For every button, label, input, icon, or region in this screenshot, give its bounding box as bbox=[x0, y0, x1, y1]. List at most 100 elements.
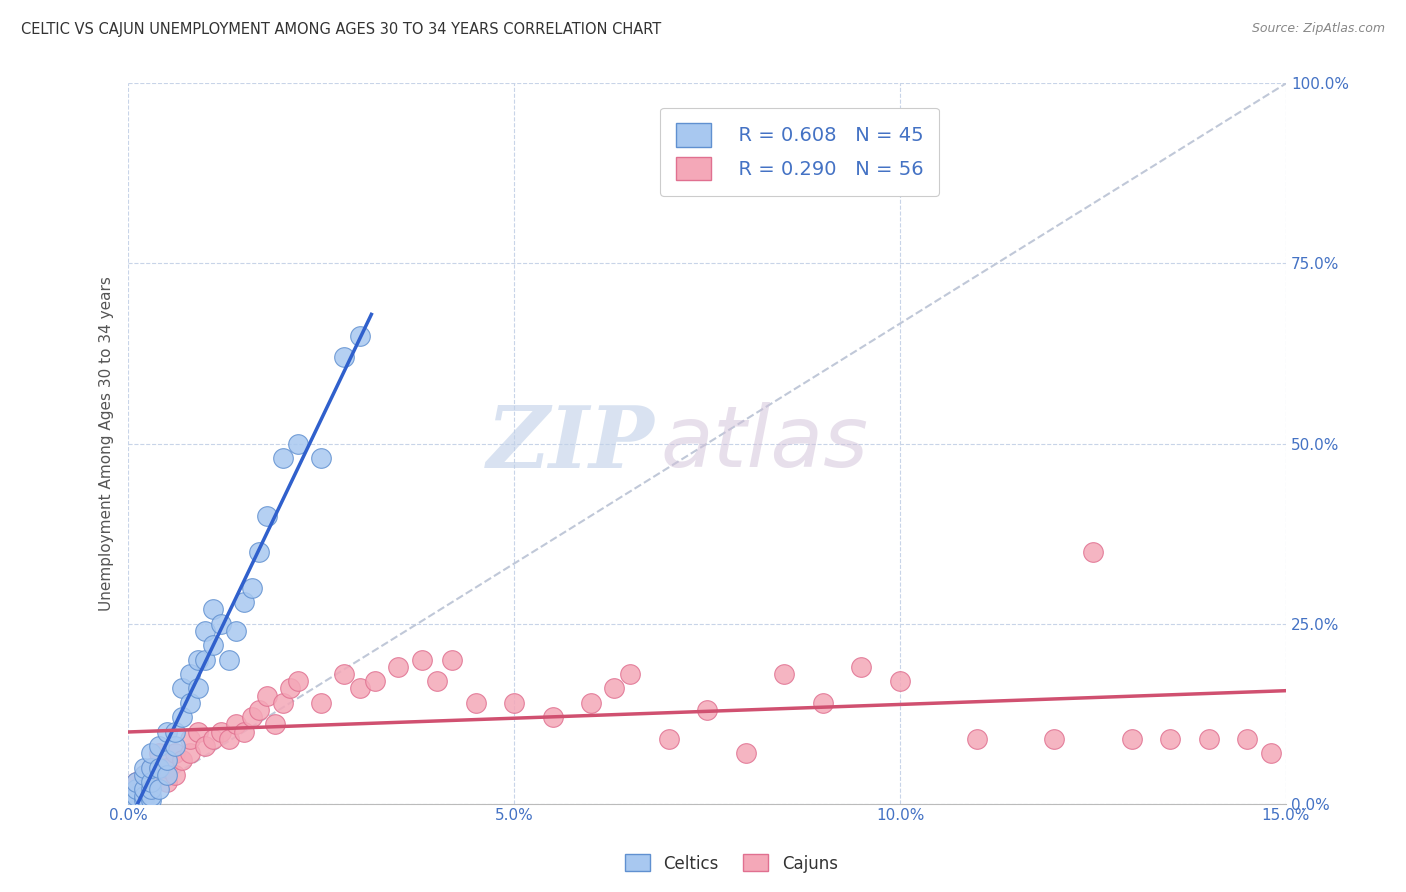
Point bbox=[349, 328, 371, 343]
Point bbox=[464, 696, 486, 710]
Point bbox=[125, 775, 148, 789]
Point bbox=[148, 739, 170, 753]
Point bbox=[218, 652, 240, 666]
Point bbox=[172, 753, 194, 767]
Point bbox=[141, 775, 163, 789]
Point bbox=[603, 681, 626, 696]
Point bbox=[1236, 731, 1258, 746]
Point bbox=[364, 674, 387, 689]
Point bbox=[194, 739, 217, 753]
Point bbox=[148, 761, 170, 775]
Point bbox=[125, 789, 148, 804]
Point bbox=[426, 674, 449, 689]
Point bbox=[156, 775, 179, 789]
Point bbox=[225, 717, 247, 731]
Y-axis label: Unemployment Among Ages 30 to 34 years: Unemployment Among Ages 30 to 34 years bbox=[100, 277, 114, 611]
Point bbox=[657, 731, 679, 746]
Point bbox=[125, 793, 148, 807]
Point bbox=[1121, 731, 1143, 746]
Point bbox=[1260, 746, 1282, 760]
Point bbox=[194, 652, 217, 666]
Point bbox=[696, 703, 718, 717]
Point bbox=[141, 782, 163, 797]
Point bbox=[179, 667, 201, 681]
Point bbox=[209, 724, 232, 739]
Point bbox=[249, 544, 271, 558]
Point bbox=[179, 696, 201, 710]
Point bbox=[187, 681, 209, 696]
Point bbox=[541, 710, 564, 724]
Point bbox=[441, 652, 464, 666]
Point bbox=[125, 775, 148, 789]
Point bbox=[889, 674, 911, 689]
Point bbox=[271, 696, 294, 710]
Point bbox=[132, 761, 155, 775]
Point bbox=[179, 746, 201, 760]
Point bbox=[309, 450, 332, 465]
Text: Source: ZipAtlas.com: Source: ZipAtlas.com bbox=[1251, 22, 1385, 36]
Point bbox=[132, 782, 155, 797]
Point bbox=[287, 674, 309, 689]
Point bbox=[141, 793, 163, 807]
Point bbox=[141, 789, 163, 804]
Point bbox=[581, 696, 603, 710]
Point bbox=[194, 624, 217, 638]
Point bbox=[249, 703, 271, 717]
Point bbox=[172, 710, 194, 724]
Point bbox=[278, 681, 301, 696]
Text: ZIP: ZIP bbox=[486, 401, 655, 485]
Point bbox=[132, 789, 155, 804]
Point bbox=[966, 731, 988, 746]
Point bbox=[187, 652, 209, 666]
Point bbox=[218, 731, 240, 746]
Point bbox=[156, 753, 179, 767]
Point bbox=[202, 638, 225, 652]
Point bbox=[141, 775, 163, 789]
Point bbox=[163, 768, 186, 782]
Text: CELTIC VS CAJUN UNEMPLOYMENT AMONG AGES 30 TO 34 YEARS CORRELATION CHART: CELTIC VS CAJUN UNEMPLOYMENT AMONG AGES … bbox=[21, 22, 661, 37]
Legend: Celtics, Cajuns: Celtics, Cajuns bbox=[617, 847, 845, 880]
Point bbox=[773, 667, 796, 681]
Point bbox=[156, 768, 179, 782]
Point bbox=[333, 667, 356, 681]
Point bbox=[209, 616, 232, 631]
Point bbox=[811, 696, 834, 710]
Point bbox=[264, 717, 287, 731]
Point bbox=[148, 768, 170, 782]
Point bbox=[202, 602, 225, 616]
Point bbox=[734, 746, 756, 760]
Point bbox=[1043, 731, 1066, 746]
Point bbox=[132, 793, 155, 807]
Point bbox=[132, 768, 155, 782]
Point bbox=[141, 746, 163, 760]
Point bbox=[141, 761, 163, 775]
Point bbox=[851, 660, 873, 674]
Point bbox=[256, 689, 278, 703]
Point bbox=[141, 761, 163, 775]
Point bbox=[233, 724, 256, 739]
Point bbox=[233, 595, 256, 609]
Point bbox=[1081, 544, 1104, 558]
Point bbox=[256, 508, 278, 523]
Point bbox=[132, 768, 155, 782]
Point bbox=[163, 746, 186, 760]
Point bbox=[271, 450, 294, 465]
Point bbox=[156, 761, 179, 775]
Point bbox=[309, 696, 332, 710]
Point bbox=[156, 724, 179, 739]
Point bbox=[411, 652, 433, 666]
Point bbox=[225, 624, 247, 638]
Point bbox=[1159, 731, 1181, 746]
Point bbox=[187, 724, 209, 739]
Point bbox=[349, 681, 371, 696]
Point bbox=[287, 436, 309, 450]
Point bbox=[163, 739, 186, 753]
Point bbox=[125, 782, 148, 797]
Point bbox=[333, 350, 356, 364]
Point bbox=[240, 581, 263, 595]
Point bbox=[202, 731, 225, 746]
Point bbox=[179, 731, 201, 746]
Point bbox=[1198, 731, 1220, 746]
Point bbox=[240, 710, 263, 724]
Point bbox=[148, 746, 170, 760]
